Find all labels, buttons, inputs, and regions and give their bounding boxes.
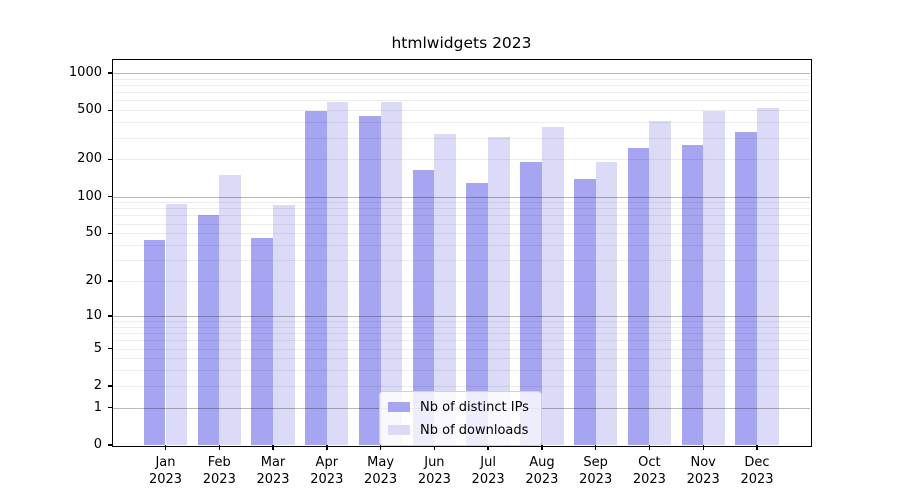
bar-dec-distinct-ips bbox=[735, 132, 757, 445]
x-tick-jan bbox=[164, 445, 167, 450]
legend-label-distinct-ips: Nb of distinct IPs bbox=[420, 399, 529, 415]
bar-may-downloads bbox=[380, 102, 403, 445]
y-tick-label-2: 2 bbox=[93, 377, 102, 393]
y-tick-label-1: 1 bbox=[93, 399, 102, 415]
chart-title: htmlwidgets 2023 bbox=[391, 34, 532, 52]
x-tick-label-apr: Apr 2023 bbox=[310, 455, 344, 487]
plot-area: Nb of distinct IPs Nb of downloads bbox=[111, 58, 812, 447]
x-tick-label-jun: Jun 2023 bbox=[417, 455, 451, 487]
x-tick-label-nov: Nov 2023 bbox=[686, 455, 720, 487]
x-tick-label-sep: Sep 2023 bbox=[579, 455, 613, 487]
x-tick-label-oct: Oct 2023 bbox=[632, 455, 666, 487]
x-tick-oct bbox=[648, 445, 651, 450]
bar-sep-distinct-ips bbox=[574, 178, 596, 445]
y-tick-200 bbox=[108, 158, 113, 161]
y-tick-1000 bbox=[108, 72, 113, 74]
bar-nov-distinct-ips bbox=[681, 144, 704, 445]
y-tick-label-100: 100 bbox=[77, 188, 102, 204]
y-tick-5 bbox=[108, 347, 113, 350]
y-axis: 0 1 2 5 10 20 50 100 200 500 1000 bbox=[0, 60, 113, 452]
bar-nov-downloads bbox=[703, 110, 725, 445]
bars-layer bbox=[113, 60, 810, 445]
x-tick-label-dec: Dec 2023 bbox=[740, 455, 774, 487]
x-tick-dec bbox=[756, 445, 758, 450]
legend-item-downloads: Nb of downloads bbox=[388, 420, 529, 440]
x-tick-aug bbox=[541, 445, 543, 450]
x-tick-sep bbox=[594, 445, 597, 450]
bar-jul-downloads bbox=[488, 136, 510, 445]
bar-aug-downloads bbox=[541, 127, 564, 445]
bar-apr-downloads bbox=[326, 101, 349, 445]
y-tick-label-0: 0 bbox=[93, 437, 102, 452]
legend-label-downloads: Nb of downloads bbox=[420, 422, 529, 438]
x-tick-mar bbox=[272, 445, 274, 450]
y-tick-20 bbox=[108, 280, 113, 282]
x-tick-nov bbox=[702, 445, 704, 450]
legend-swatch-downloads bbox=[388, 425, 410, 435]
x-tick-label-feb: Feb 2023 bbox=[202, 455, 236, 487]
x-tick-jun bbox=[433, 445, 436, 450]
x-tick-label-mar: Mar 2023 bbox=[256, 455, 290, 487]
legend-swatch-distinct-ips bbox=[388, 402, 410, 412]
bar-feb-distinct-ips bbox=[197, 214, 220, 445]
y-tick-50 bbox=[108, 232, 113, 234]
x-tick-label-aug: Aug 2023 bbox=[525, 455, 559, 487]
bar-may-distinct-ips bbox=[358, 115, 381, 445]
legend-item-distinct-ips: Nb of distinct IPs bbox=[388, 397, 529, 417]
bar-dec-downloads bbox=[757, 107, 779, 445]
bar-jun-distinct-ips bbox=[412, 169, 435, 445]
bar-sep-downloads bbox=[595, 162, 618, 445]
x-tick-label-jul: Jul 2023 bbox=[471, 455, 505, 487]
y-tick-label-1000: 1000 bbox=[68, 64, 102, 80]
x-tick-label-jan: Jan 2023 bbox=[148, 455, 183, 487]
x-tick-feb bbox=[218, 445, 220, 450]
bar-feb-downloads bbox=[219, 175, 241, 445]
y-tick-0 bbox=[108, 444, 113, 446]
y-tick-label-10: 10 bbox=[85, 307, 102, 323]
x-tick-apr bbox=[326, 445, 328, 450]
y-tick-label-5: 5 bbox=[93, 340, 102, 356]
bar-jan-distinct-ips bbox=[143, 240, 166, 445]
y-tick-10 bbox=[108, 315, 113, 317]
bar-aug-distinct-ips bbox=[520, 162, 542, 445]
x-tick-jul bbox=[487, 445, 489, 450]
y-tick-label-200: 200 bbox=[77, 151, 102, 167]
bar-jan-downloads bbox=[165, 203, 188, 445]
y-tick-label-50: 50 bbox=[85, 225, 102, 241]
y-tick-1 bbox=[108, 406, 113, 409]
y-tick-2 bbox=[108, 385, 113, 387]
y-tick-label-500: 500 bbox=[77, 102, 102, 118]
bar-jun-downloads bbox=[434, 133, 457, 445]
bar-oct-distinct-ips bbox=[627, 148, 650, 445]
x-tick-may bbox=[379, 445, 382, 450]
bar-oct-downloads bbox=[649, 120, 672, 445]
x-axis: Jan 2023 Feb 2023 Mar 2023 Apr 2023 May 2023 Jun 20… bbox=[113, 445, 810, 500]
y-tick-label-20: 20 bbox=[85, 273, 102, 288]
bar-mar-downloads bbox=[273, 204, 295, 445]
x-tick-label-may: May 2023 bbox=[364, 455, 398, 487]
legend: Nb of distinct IPs Nb of downloads bbox=[379, 391, 542, 446]
y-tick-500 bbox=[108, 109, 113, 111]
bar-mar-distinct-ips bbox=[251, 237, 273, 445]
bar-jul-distinct-ips bbox=[466, 182, 489, 445]
y-tick-100 bbox=[108, 195, 113, 198]
bar-apr-distinct-ips bbox=[305, 110, 327, 445]
